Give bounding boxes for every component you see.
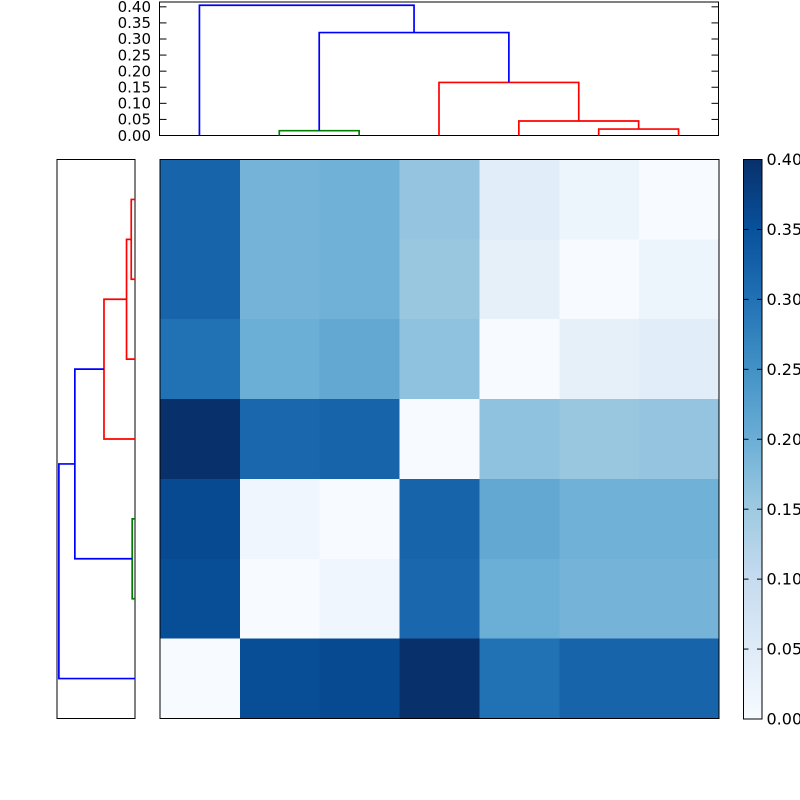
heatmap-cell bbox=[399, 159, 481, 240]
heatmap-cell bbox=[399, 319, 481, 400]
heatmap-cell bbox=[319, 399, 401, 480]
y-axis-tick-label: 0.05 bbox=[118, 111, 151, 129]
heatmap-cell bbox=[479, 319, 560, 400]
heatmap-cell bbox=[160, 558, 241, 640]
heatmap-cell bbox=[559, 558, 640, 640]
heatmap-cell bbox=[319, 239, 401, 320]
heatmap-cell bbox=[639, 638, 719, 719]
heatmap-cell bbox=[239, 399, 321, 480]
y-axis-tick-label: 0.20 bbox=[118, 62, 151, 80]
heatmap-border bbox=[159, 159, 720, 719]
top-dendrogram: 0.000.050.100.150.200.250.300.350.40 bbox=[118, 0, 719, 145]
colorbar: 0.00 0.05 0.10 0.15 0.20 0.25 0.30 0.35 0.40 bbox=[743, 150, 800, 729]
heatmap-cell bbox=[639, 478, 719, 560]
colorbar-tick-label: 0.30 bbox=[767, 290, 800, 309]
heatmap-cell bbox=[160, 239, 241, 320]
heatmap-cell bbox=[479, 638, 560, 719]
dendrogram-link bbox=[597, 128, 680, 136]
heatmap-cell bbox=[160, 478, 241, 560]
heatmap-cell bbox=[399, 478, 481, 560]
y-axis-tick-label: 0.10 bbox=[118, 95, 151, 113]
heatmap-cell bbox=[160, 319, 241, 400]
heatmap-cell bbox=[239, 558, 321, 640]
colorbar-tick-label: 0.05 bbox=[767, 640, 800, 659]
heatmap-cell bbox=[399, 558, 481, 640]
heatmap-cell bbox=[319, 478, 401, 560]
colorbar-tick-label: 0.00 bbox=[767, 710, 800, 729]
heatmap-cell bbox=[239, 638, 321, 719]
heatmap-cell bbox=[160, 399, 241, 480]
heatmap-cell bbox=[239, 478, 321, 560]
y-axis-tick-label: 0.40 bbox=[118, 0, 151, 16]
y-axis-tick-label: 0.30 bbox=[118, 30, 151, 48]
heatmap-cell bbox=[639, 239, 719, 320]
heatmap-cell bbox=[319, 319, 401, 400]
colorbar-tick-label: 0.35 bbox=[767, 220, 800, 239]
heatmap-cell bbox=[559, 638, 640, 719]
heatmap-cell bbox=[160, 159, 241, 240]
heatmap-cell bbox=[399, 239, 481, 320]
heatmap-cell bbox=[239, 239, 321, 320]
heatmap-cell bbox=[399, 638, 481, 719]
heatmap-cell bbox=[239, 319, 321, 400]
dendrogram-link bbox=[278, 129, 360, 136]
heatmap-cell bbox=[319, 638, 401, 719]
heatmap-cell bbox=[559, 159, 640, 240]
heatmap-cell bbox=[639, 399, 719, 480]
heatmap bbox=[159, 159, 720, 719]
heatmap-cell bbox=[319, 159, 401, 240]
dendrogram-link bbox=[103, 298, 135, 440]
colorbar-tick-label: 0.10 bbox=[767, 570, 800, 589]
heatmap-cell bbox=[559, 319, 640, 400]
y-axis-tick-label: 0.25 bbox=[118, 46, 151, 64]
heatmap-cell bbox=[639, 319, 719, 400]
left-dendrogram bbox=[56, 159, 136, 719]
heatmap-cell bbox=[479, 399, 560, 480]
heatmap-cell bbox=[399, 399, 481, 480]
heatmap-cell bbox=[479, 239, 560, 320]
heatmap-cell bbox=[559, 399, 640, 480]
heatmap-cell bbox=[479, 478, 560, 560]
heatmap-cell bbox=[559, 239, 640, 320]
heatmap-cell bbox=[639, 558, 719, 640]
heatmap-cell bbox=[639, 159, 719, 240]
heatmap-cell bbox=[319, 558, 401, 640]
y-axis-tick-label: 0.00 bbox=[118, 127, 151, 145]
colorbar-tick-label: 0.20 bbox=[767, 430, 800, 449]
heatmap-cell bbox=[479, 159, 560, 240]
dendrogram-link bbox=[58, 463, 135, 680]
y-axis-tick-label: 0.15 bbox=[118, 78, 151, 96]
colorbar-tick-label: 0.15 bbox=[767, 500, 800, 519]
heatmap-cell bbox=[239, 159, 321, 240]
heatmap-cell bbox=[559, 478, 640, 560]
colorbar-tick-label: 0.25 bbox=[767, 360, 800, 379]
dendrogram-link bbox=[198, 4, 415, 136]
heatmap-cell bbox=[160, 638, 241, 719]
colorbar-tick-label: 0.40 bbox=[767, 150, 800, 169]
heatmap-cell bbox=[479, 558, 560, 640]
dendrogram-link bbox=[438, 81, 580, 136]
dendrogram-link bbox=[130, 198, 135, 281]
y-axis-tick-label: 0.35 bbox=[118, 14, 151, 32]
